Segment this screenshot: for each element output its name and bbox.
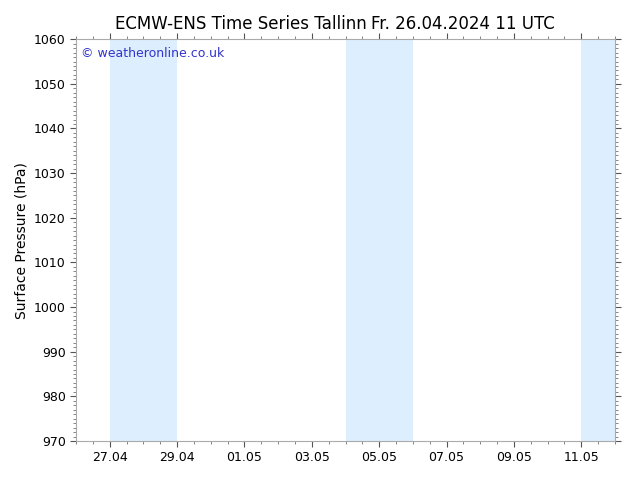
Y-axis label: Surface Pressure (hPa): Surface Pressure (hPa) (14, 162, 29, 318)
Bar (581, 39, 615, 441)
Bar (110, 39, 177, 441)
Text: © weatheronline.co.uk: © weatheronline.co.uk (81, 47, 224, 60)
Text: Fr. 26.04.2024 11 UTC: Fr. 26.04.2024 11 UTC (371, 15, 555, 33)
Bar (346, 39, 413, 441)
Text: ECMW-ENS Time Series Tallinn: ECMW-ENS Time Series Tallinn (115, 15, 367, 33)
